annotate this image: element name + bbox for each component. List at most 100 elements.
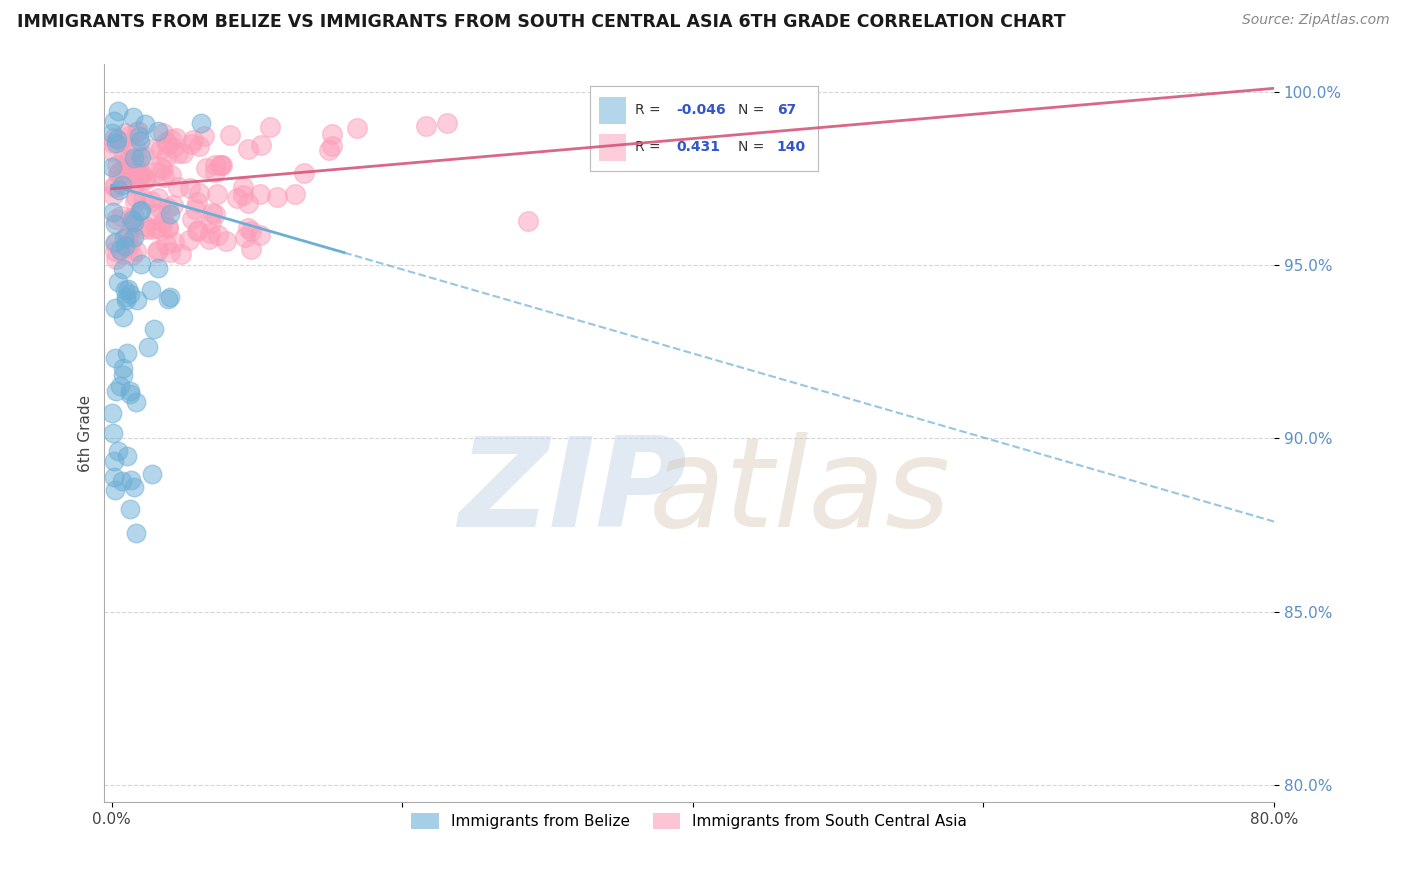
Point — [177, 234, 200, 248]
Point — [218, 128, 240, 143]
Point — [134, 219, 156, 233]
Point — [112, 149, 135, 163]
Point — [236, 195, 259, 210]
Point — [249, 186, 271, 201]
Point — [142, 322, 165, 336]
Point — [103, 470, 125, 484]
Point — [112, 261, 135, 276]
Point — [120, 169, 142, 184]
Point — [145, 220, 167, 235]
Point — [181, 211, 204, 226]
Point — [128, 169, 150, 183]
Point — [107, 103, 129, 118]
Point — [117, 227, 139, 241]
Point — [516, 213, 538, 227]
Point — [128, 134, 150, 148]
Point — [240, 224, 263, 238]
Point — [167, 146, 190, 161]
Point — [141, 222, 163, 236]
Point — [122, 178, 145, 192]
Point — [145, 164, 167, 178]
Point — [111, 360, 134, 375]
Point — [187, 223, 209, 237]
Point — [167, 180, 190, 194]
Point — [179, 180, 201, 194]
Point — [128, 204, 150, 219]
Point — [163, 235, 186, 249]
Point — [124, 141, 146, 155]
Point — [120, 473, 142, 487]
Point — [125, 244, 148, 258]
Point — [152, 215, 174, 229]
Point — [321, 127, 343, 141]
Point — [165, 131, 187, 145]
Point — [104, 351, 127, 366]
Point — [124, 215, 146, 229]
Point — [226, 190, 249, 204]
Point — [129, 202, 152, 217]
Point — [101, 188, 124, 202]
Point — [129, 257, 152, 271]
Legend: Immigrants from Belize, Immigrants from South Central Asia: Immigrants from Belize, Immigrants from … — [405, 807, 973, 835]
Point — [108, 379, 131, 393]
Point — [108, 164, 131, 178]
Point — [134, 117, 156, 131]
Point — [215, 235, 238, 249]
Text: atlas: atlas — [650, 432, 952, 553]
Point — [122, 480, 145, 494]
Point — [101, 161, 124, 175]
Point — [120, 286, 142, 301]
Point — [125, 395, 148, 409]
Point — [152, 126, 174, 140]
Point — [103, 130, 125, 145]
Point — [172, 146, 194, 161]
Point — [259, 120, 281, 135]
Point — [200, 226, 222, 240]
Point — [152, 169, 174, 184]
Point — [156, 201, 179, 215]
Point — [117, 449, 139, 463]
Point — [240, 242, 263, 256]
Point — [108, 243, 131, 257]
Point — [117, 345, 139, 359]
Point — [118, 129, 141, 144]
Point — [211, 158, 233, 172]
Point — [121, 248, 143, 262]
Point — [156, 221, 179, 235]
Point — [284, 186, 307, 201]
Point — [134, 173, 156, 187]
Point — [162, 141, 184, 155]
Point — [111, 178, 134, 193]
Point — [201, 206, 224, 220]
Point — [105, 158, 128, 172]
Point — [208, 158, 231, 172]
Point — [159, 290, 181, 304]
Point — [124, 211, 146, 225]
Point — [115, 290, 138, 304]
Point — [157, 292, 180, 306]
Point — [118, 502, 141, 516]
Point — [150, 161, 173, 175]
Point — [148, 202, 170, 216]
Point — [111, 310, 134, 325]
Point — [193, 128, 215, 143]
Point — [115, 293, 138, 308]
Point — [104, 237, 127, 252]
Point — [108, 166, 131, 180]
Point — [141, 467, 163, 481]
Text: Source: ZipAtlas.com: Source: ZipAtlas.com — [1241, 13, 1389, 28]
Point — [104, 244, 127, 258]
Point — [198, 232, 221, 246]
Point — [184, 202, 207, 216]
Point — [131, 150, 153, 164]
Point — [104, 301, 127, 316]
Point — [190, 116, 212, 130]
Point — [104, 179, 127, 194]
Text: IMMIGRANTS FROM BELIZE VS IMMIGRANTS FROM SOUTH CENTRAL ASIA 6TH GRADE CORRELATI: IMMIGRANTS FROM BELIZE VS IMMIGRANTS FRO… — [17, 13, 1066, 31]
Y-axis label: 6th Grade: 6th Grade — [79, 394, 93, 472]
Point — [170, 247, 193, 261]
Point — [112, 368, 135, 382]
Point — [186, 194, 208, 209]
Point — [436, 116, 458, 130]
Point — [104, 252, 127, 266]
